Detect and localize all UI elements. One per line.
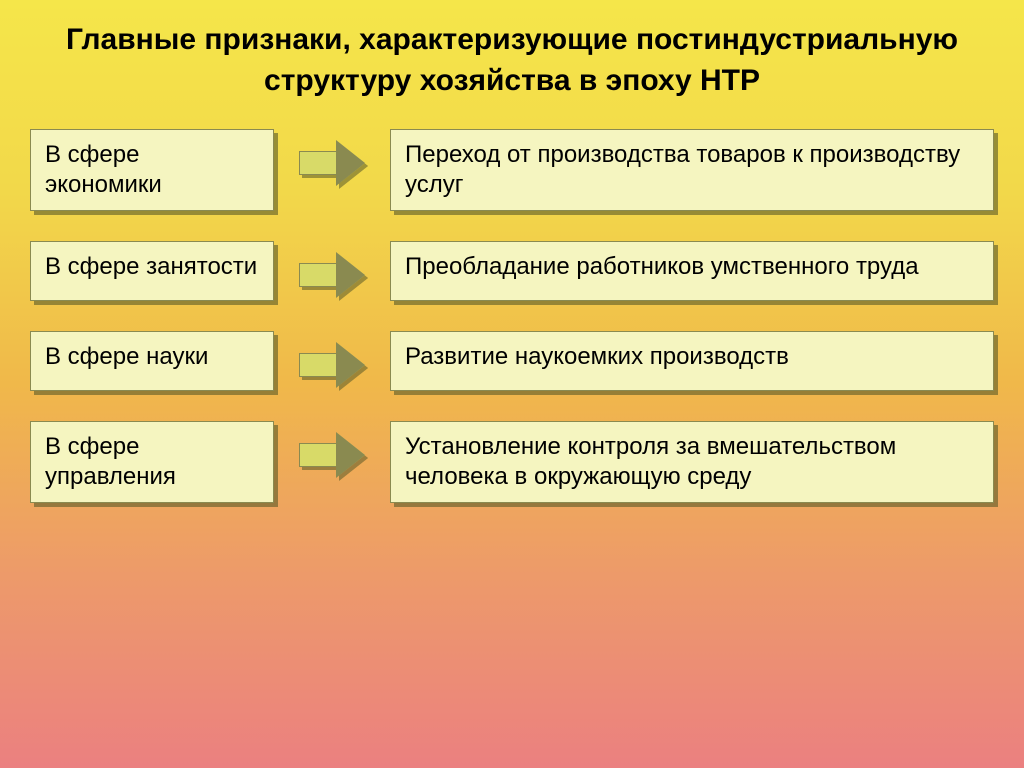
sphere-box-employment: В сфере занятости [30, 241, 274, 301]
sphere-box-economy: В сфере экономики [30, 129, 274, 211]
feature-box-economy: Переход от производства товаров к произв… [390, 129, 994, 211]
sphere-box-science: В сфере науки [30, 331, 274, 391]
feature-box-employment: Преобладание работников умственного труд… [390, 241, 994, 301]
arrow-icon [292, 331, 372, 387]
rows-container: В сфере экономики Переход от производств… [30, 129, 994, 503]
row-employment: В сфере занятости Преобладание работнико… [30, 241, 994, 301]
arrow-icon [292, 129, 372, 185]
row-economy: В сфере экономики Переход от производств… [30, 129, 994, 211]
row-management: В сфере управления Установление контроля… [30, 421, 994, 503]
arrow-icon [292, 421, 372, 477]
feature-box-science: Развитие наукоемких производств [390, 331, 994, 391]
sphere-box-management: В сфере управления [30, 421, 274, 503]
row-science: В сфере науки Развитие наукоемких произв… [30, 331, 994, 391]
page-title: Главные признаки, характеризующие постин… [30, 20, 994, 101]
arrow-icon [292, 241, 372, 297]
feature-box-management: Установление контроля за вмешательством … [390, 421, 994, 503]
